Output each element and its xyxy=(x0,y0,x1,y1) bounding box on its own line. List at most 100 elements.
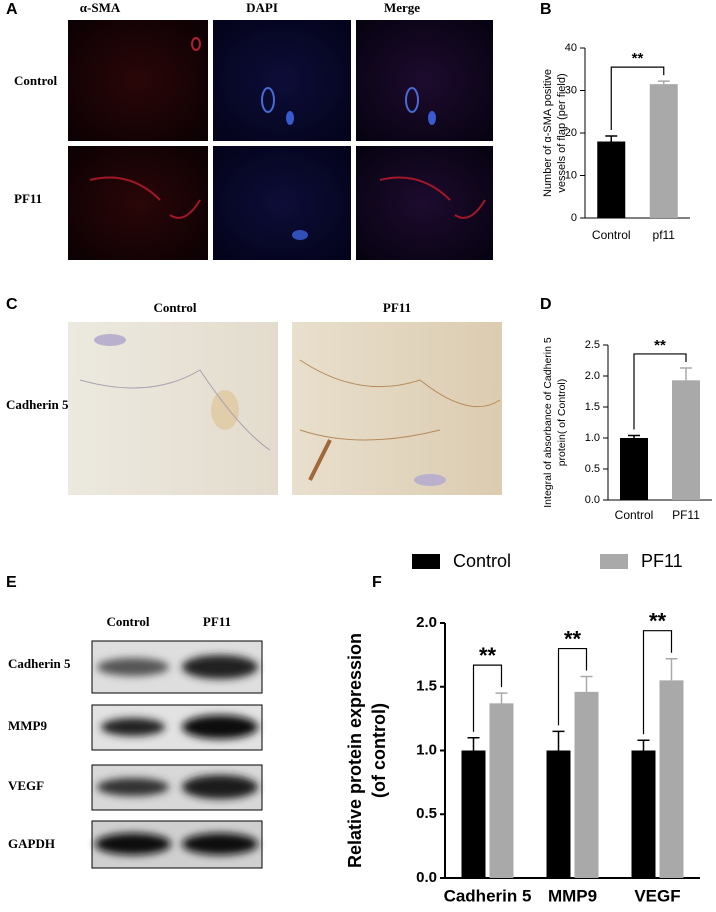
column-label: DAPI xyxy=(246,0,278,15)
x-tick-label: MMP9 xyxy=(548,886,597,905)
legend-swatch xyxy=(412,554,440,569)
y-tick-label: 1.0 xyxy=(416,741,437,758)
image xyxy=(356,20,493,141)
legend-label: PF11 xyxy=(641,551,683,571)
y-tick-label: 1.5 xyxy=(416,678,437,695)
column-label: Control xyxy=(153,300,196,315)
signal xyxy=(405,87,419,113)
y-axis-label: (of control) xyxy=(369,703,389,798)
error-bar xyxy=(665,657,678,681)
error-bar xyxy=(628,434,640,438)
error-bar xyxy=(605,135,618,142)
panel-label: E xyxy=(6,574,17,591)
y-tick-label: 20 xyxy=(565,127,577,139)
y-axis-label: Relative protein expression xyxy=(345,633,365,868)
bar xyxy=(546,750,571,878)
image xyxy=(356,146,493,260)
tissue xyxy=(94,334,126,346)
bar xyxy=(672,380,700,500)
band xyxy=(182,715,258,739)
tissue xyxy=(308,439,332,481)
bar xyxy=(620,438,648,500)
significance-bracket xyxy=(557,647,588,726)
band xyxy=(95,833,171,855)
legend-label: Control xyxy=(453,551,511,571)
row-label: MMP9 xyxy=(8,718,47,733)
x-tick-label: PF11 xyxy=(672,508,700,522)
bar xyxy=(631,750,656,878)
tissue xyxy=(79,369,271,451)
y-tick-label: 0.5 xyxy=(585,463,600,475)
row-label: Cadherin 5 xyxy=(6,397,69,412)
y-axis-label: Number of α-SMA positive xyxy=(542,69,554,197)
tissue xyxy=(299,359,501,441)
image xyxy=(68,146,208,260)
error-bar xyxy=(580,675,593,692)
error-bar xyxy=(552,730,565,751)
row-label: PF11 xyxy=(14,191,42,206)
ihc-images xyxy=(68,322,502,495)
y-tick-label: 2.0 xyxy=(416,614,437,631)
legend-swatch xyxy=(600,554,628,569)
tissue xyxy=(414,474,446,486)
significance-label: ** xyxy=(632,50,644,67)
error-bar xyxy=(467,737,480,751)
significance-bracket xyxy=(642,630,673,735)
image xyxy=(292,322,502,495)
band xyxy=(97,658,169,676)
x-tick-label: Cadherin 5 xyxy=(444,886,532,905)
y-axis-label: vessels of flap (per field) xyxy=(556,73,568,192)
x-tick-label: Control xyxy=(592,228,631,242)
panel-label: A xyxy=(6,1,18,18)
y-axis-label: Integral of absorbance of Cadherin 5 xyxy=(542,337,554,508)
error-bar xyxy=(495,692,508,704)
column-label: Merge xyxy=(384,0,420,15)
error-bar xyxy=(680,367,692,381)
significance-label: ** xyxy=(479,643,497,668)
band xyxy=(97,778,169,796)
y-axis-label: protein( of Control) xyxy=(556,379,568,467)
bar xyxy=(574,691,599,878)
error-bar xyxy=(637,739,650,751)
significance-label: ** xyxy=(564,626,582,651)
panel-label: D xyxy=(540,296,552,313)
row-label: Control xyxy=(14,73,57,88)
significance-label: ** xyxy=(649,609,667,634)
signal xyxy=(292,230,308,240)
x-tick-label: pf11 xyxy=(653,228,676,242)
band xyxy=(182,775,258,799)
significance-label: ** xyxy=(654,337,666,354)
bar xyxy=(659,680,684,878)
image xyxy=(68,322,278,495)
image xyxy=(68,20,208,141)
y-tick-label: 2.0 xyxy=(585,370,600,382)
band xyxy=(182,833,258,855)
signal xyxy=(379,176,486,219)
signal xyxy=(191,37,201,51)
x-tick-label: Control xyxy=(615,508,654,522)
panel-label: C xyxy=(6,296,18,313)
significance-bracket xyxy=(472,664,503,732)
row-label: VEGF xyxy=(8,778,44,793)
fluorescence-images xyxy=(68,20,493,260)
band xyxy=(182,655,258,679)
signal xyxy=(286,111,294,125)
column-label: PF11 xyxy=(383,300,411,315)
western-blots xyxy=(91,640,263,869)
y-tick-label: 0.5 xyxy=(416,805,437,822)
image xyxy=(213,146,351,260)
bar xyxy=(461,750,486,878)
column-label: Control xyxy=(106,614,149,629)
bar xyxy=(597,141,626,218)
y-tick-label: 10 xyxy=(565,169,577,181)
bar xyxy=(489,703,514,878)
y-tick-label: 40 xyxy=(565,42,577,54)
panel-label: F xyxy=(372,574,382,591)
y-tick-label: 0.0 xyxy=(416,869,437,886)
y-tick-label: 0.0 xyxy=(585,494,600,506)
panel-label: B xyxy=(540,1,552,18)
error-bar xyxy=(657,80,670,85)
tissue xyxy=(211,390,239,430)
row-label: Cadherin 5 xyxy=(8,656,71,671)
